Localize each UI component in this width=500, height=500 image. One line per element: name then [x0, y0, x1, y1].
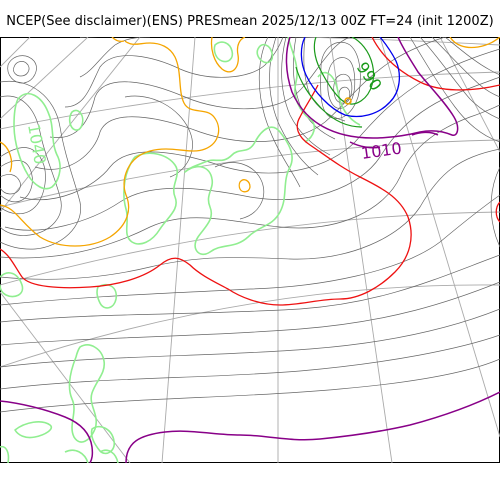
map-title: NCEP(See disclaimer)(ENS) PRESmean 2025/… [6, 14, 494, 29]
pressure-map: 990 1010 1040 [0, 37, 500, 463]
highlighted-contours [0, 37, 500, 463]
map-frame [0, 37, 500, 463]
low-pressure-center-marker [344, 97, 352, 105]
